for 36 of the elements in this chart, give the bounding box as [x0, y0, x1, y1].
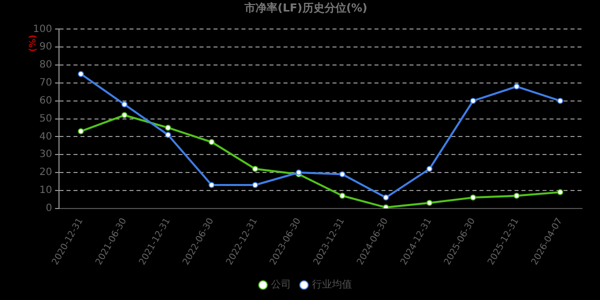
point	[382, 194, 389, 201]
point	[78, 70, 84, 77]
point	[470, 98, 476, 104]
point	[339, 192, 346, 199]
y-axis-title: (%)	[28, 34, 38, 52]
y-tick-label: 90	[39, 42, 52, 53]
point	[426, 200, 432, 206]
y-tick-label: 0	[46, 202, 52, 214]
point	[557, 98, 564, 104]
point	[339, 171, 346, 178]
point	[252, 166, 258, 172]
point	[470, 194, 476, 201]
y-tick-label: 10	[39, 184, 52, 196]
point	[121, 112, 128, 118]
y-tick-label: 50	[39, 113, 52, 124]
y-tick-label: 40	[39, 131, 52, 142]
y-tick-label: 30	[39, 149, 52, 160]
point	[121, 101, 128, 108]
y-tick-label: 20	[39, 167, 52, 178]
chart-title: 市净率(LF)历史分位(%)	[244, 1, 368, 14]
y-tick-label: 70	[39, 78, 52, 89]
point	[252, 182, 258, 188]
point	[165, 132, 172, 138]
point	[208, 182, 215, 188]
point	[78, 128, 84, 134]
point	[514, 192, 520, 199]
point	[426, 166, 432, 172]
point	[208, 139, 215, 146]
y-tick-label: 80	[39, 60, 52, 71]
legend-label: 公司	[271, 278, 291, 291]
point	[557, 189, 564, 196]
legend-label: 行业均值	[312, 278, 352, 291]
point	[165, 124, 172, 131]
point	[514, 84, 520, 90]
y-tick-label: 60	[39, 95, 52, 106]
y-tick-label: 100	[32, 24, 52, 35]
